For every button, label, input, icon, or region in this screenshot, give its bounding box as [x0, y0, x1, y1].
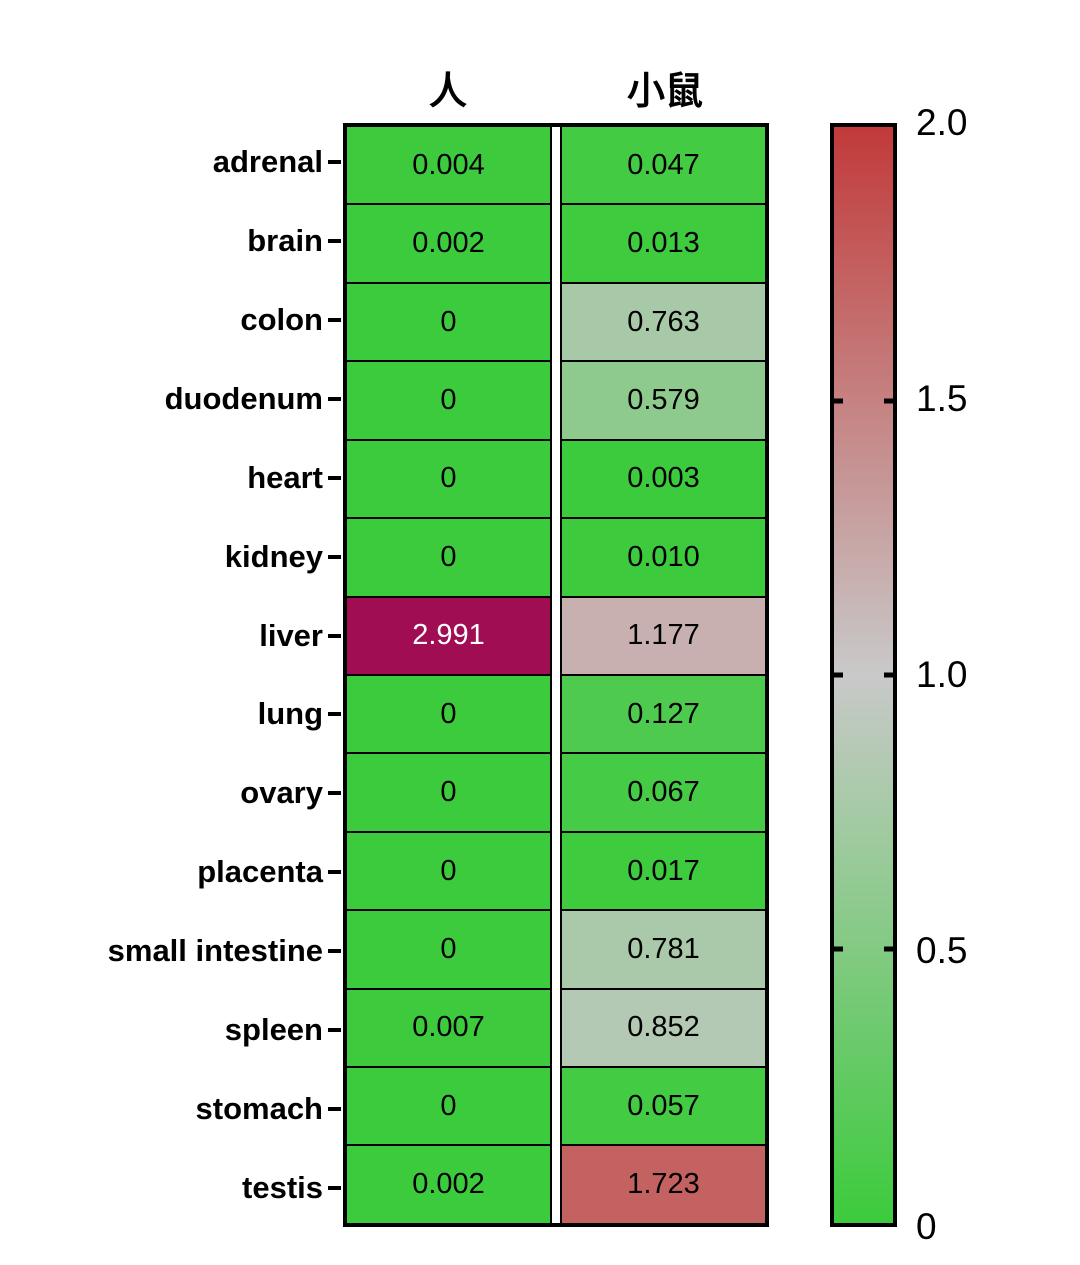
- heatmap-cell: 0: [347, 832, 550, 912]
- row-label-row: duodenum: [0, 360, 343, 439]
- axis-tick: [328, 1106, 341, 1111]
- axis-tick: [328, 475, 341, 480]
- colorbar-tick: [834, 398, 843, 404]
- heatmap-cell: 0.017: [562, 832, 765, 912]
- row-label: testis: [242, 1169, 323, 1205]
- heatmap-cell: 0.002: [347, 1146, 550, 1223]
- row-label-row: heart: [0, 438, 343, 517]
- axis-tick: [328, 870, 341, 875]
- heatmap-cell: 0.127: [562, 675, 765, 755]
- row-label-row: ovary: [0, 754, 343, 833]
- heatmap-cell: 0.003: [562, 440, 765, 520]
- axis-tick: [328, 160, 341, 165]
- heatmap-cell: 0.067: [562, 754, 765, 833]
- colorbar-tick: [884, 672, 893, 678]
- row-label-row: colon: [0, 281, 343, 360]
- heatmap-grid: 0.004 0.002 0 0 0 0 2.991 0 0 0 0 0.007 0 0.002 0.047…: [343, 123, 769, 1227]
- heatmap-cell: 0: [347, 440, 550, 520]
- axis-tick: [328, 554, 341, 559]
- heatmap-column-mouse: 0.047 0.013 0.763 0.579 0.003 0.010 1.177 0.127…: [560, 127, 765, 1223]
- axis-tick: [328, 1027, 341, 1032]
- row-label: duodenum: [164, 381, 323, 416]
- heatmap-cell: 0.763: [562, 283, 765, 363]
- colorbar-tick-label: 2.0: [916, 102, 968, 143]
- heatmap-cell: 0: [347, 283, 550, 363]
- axis-tick: [328, 791, 341, 796]
- heatmap-cell: 0: [347, 362, 550, 441]
- heatmap-cell: 2.991: [347, 597, 550, 676]
- heatmap-cell: 0.013: [562, 205, 765, 284]
- row-label: small intestine: [107, 933, 323, 969]
- row-label: spleen: [224, 1011, 323, 1047]
- colorbar-tick: [834, 946, 843, 952]
- colorbar-gradient: [834, 127, 893, 1223]
- column-header-human: 人: [428, 71, 467, 113]
- column-header-mouse: 小鼠: [626, 71, 703, 113]
- heatmap-cell: 0: [347, 519, 550, 598]
- heatmap-cell: 0.579: [562, 362, 765, 441]
- row-label-row: adrenal: [0, 123, 343, 202]
- heatmap-cell: 1.723: [562, 1146, 765, 1223]
- heatmap-cell: 0: [347, 911, 550, 990]
- row-label: kidney: [224, 538, 323, 574]
- axis-tick: [328, 397, 341, 401]
- row-label: liver: [259, 617, 323, 653]
- colorbar: [830, 123, 897, 1227]
- row-label-row: stomach: [0, 1069, 343, 1148]
- colorbar-tick-label: 0: [916, 1206, 937, 1247]
- row-label-row: spleen: [0, 990, 343, 1069]
- colorbar-tick: [884, 946, 893, 952]
- heatmap-cell: 0.047: [562, 127, 765, 206]
- row-label: adrenal: [212, 144, 323, 180]
- row-label-row: small intestine: [0, 912, 343, 991]
- heatmap-cell: 1.177: [562, 597, 765, 676]
- axis-tick: [328, 712, 341, 717]
- row-label: lung: [257, 696, 323, 732]
- colorbar-tick-label: 1.0: [916, 654, 968, 695]
- row-label: heart: [247, 459, 323, 495]
- axis-tick: [328, 318, 341, 323]
- axis-tick: [328, 239, 341, 244]
- heatmap-cell: 0.010: [562, 519, 765, 598]
- axis-tick: [328, 949, 341, 954]
- row-label-row: brain: [0, 202, 343, 281]
- row-label: brain: [247, 223, 323, 259]
- row-label-axis: adrenal brain colon duodenum heart kidney live…: [0, 123, 343, 1227]
- colorbar-tick: [884, 398, 893, 404]
- heatmap-cell: 0.852: [562, 989, 765, 1069]
- row-label: stomach: [195, 1090, 323, 1126]
- row-label-row: placenta: [0, 833, 343, 912]
- heatmap-cell: 0.007: [347, 989, 550, 1069]
- heatmap-cell: 0: [347, 754, 550, 833]
- heatmap-cell: 0: [347, 1068, 550, 1147]
- row-label-row: testis: [0, 1148, 343, 1227]
- row-label: ovary: [240, 775, 323, 811]
- heatmap-cell: 0.781: [562, 911, 765, 990]
- heatmap-cell: 0.002: [347, 205, 550, 284]
- row-label-row: liver: [0, 596, 343, 675]
- axis-tick: [328, 633, 341, 638]
- heatmap-cell: 0.004: [347, 127, 550, 206]
- row-label-row: lung: [0, 675, 343, 754]
- heatmap-cell: 0: [347, 675, 550, 755]
- heatmap-cell: 0.057: [562, 1068, 765, 1147]
- row-label-row: kidney: [0, 517, 343, 596]
- row-label: placenta: [197, 854, 323, 890]
- axis-tick: [328, 1185, 341, 1190]
- colorbar-tick-label: 1.5: [916, 378, 968, 419]
- colorbar-tick-label: 0.5: [916, 930, 968, 971]
- row-label: colon: [240, 302, 323, 338]
- heatmap-column-human: 0.004 0.002 0 0 0 0 2.991 0 0 0 0 0.007 0 0.002: [347, 127, 552, 1223]
- colorbar-tick: [834, 672, 843, 678]
